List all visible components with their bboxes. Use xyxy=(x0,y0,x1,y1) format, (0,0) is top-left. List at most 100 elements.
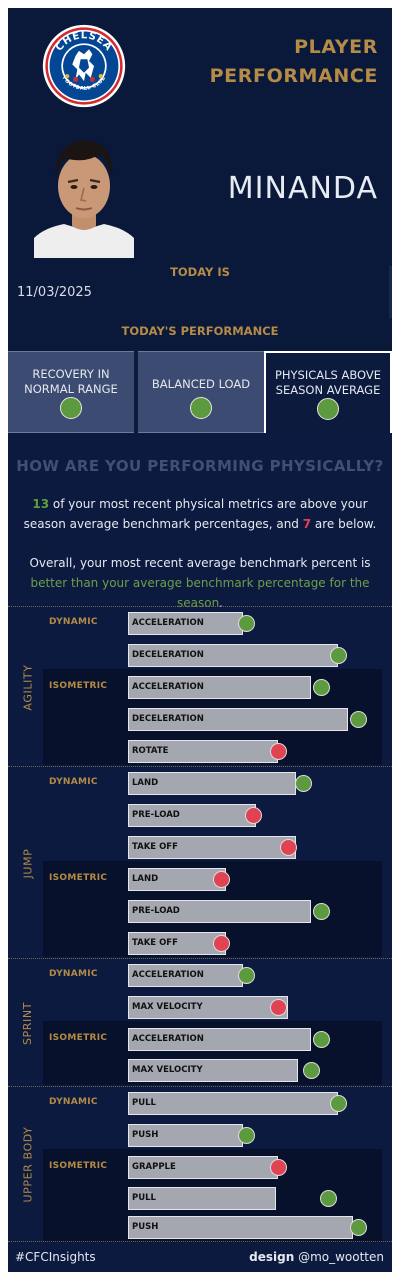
status-cards: RECOVERY IN NORMAL RANGE BALANCED LOAD P… xyxy=(8,351,392,433)
below-count: 7 xyxy=(302,517,312,531)
metric-bar[interactable]: TAKE OFF xyxy=(128,932,226,955)
card-recovery[interactable]: RECOVERY IN NORMAL RANGE xyxy=(8,351,134,433)
group-label: UPPER BODY xyxy=(21,1126,35,1203)
category-label: DYNAMIC xyxy=(49,969,98,979)
status-dot-icon xyxy=(313,1031,330,1048)
metric-bar[interactable]: PUSH xyxy=(128,1216,353,1239)
status-dot-icon xyxy=(190,397,212,419)
footer: #CFCInsights design @mo_wootten xyxy=(8,1241,392,1272)
overall-highlight: better than your average benchmark perce… xyxy=(30,576,370,610)
metric-bar[interactable]: PULL xyxy=(128,1092,338,1115)
group-label: AGILITY xyxy=(21,663,35,711)
status-dot-icon xyxy=(303,1062,320,1079)
group-agility: AGILITY DYNAMIC ISOMETRIC ACCELERATION D… xyxy=(8,606,392,766)
metric-label: PULL xyxy=(132,1193,156,1203)
category-label: ISOMETRIC xyxy=(49,1161,108,1171)
chelsea-crest-icon: CHELSEA FOOTBALL CLUB xyxy=(42,24,126,108)
card-label: RECOVERY IN NORMAL RANGE xyxy=(24,367,118,396)
metric-label: ROTATE xyxy=(132,746,169,756)
summary-counts: 13 of your most recent physical metrics … xyxy=(23,497,377,531)
group-sprint: SPRINT DYNAMIC ISOMETRIC ACCELERATION MA… xyxy=(8,958,392,1086)
status-dot-icon xyxy=(213,871,230,888)
status-dot-icon xyxy=(295,775,312,792)
hashtag-link[interactable]: #CFCInsights xyxy=(15,1250,96,1264)
metric-bar[interactable]: ACCELERATION xyxy=(128,964,243,987)
status-dot-icon xyxy=(270,743,287,760)
metric-label: ACCELERATION xyxy=(132,682,204,692)
status-dot-icon xyxy=(270,999,287,1016)
metric-label: PULL xyxy=(132,1098,156,1108)
category-label: ISOMETRIC xyxy=(49,681,108,691)
metric-label: PRE-LOAD xyxy=(132,810,180,820)
status-dot-icon xyxy=(313,679,330,696)
metric-bar[interactable]: MAX VELOCITY xyxy=(128,1059,298,1082)
metric-bar[interactable]: LAND xyxy=(128,772,296,795)
above-count: 13 xyxy=(32,497,50,511)
section-title: HOW ARE YOU PERFORMING PHYSICALLY? xyxy=(16,457,384,475)
metric-label: DECELERATION xyxy=(132,714,204,724)
metric-bar[interactable]: ACCELERATION xyxy=(128,1028,311,1051)
metric-bar[interactable]: PRE-LOAD xyxy=(128,804,256,827)
player-header: CHELSEA FOOTBALL CLUB PLAYER PERFORMANCE xyxy=(8,8,392,351)
metric-label: PRE-LOAD xyxy=(132,906,180,916)
card-label: BALANCED LOAD xyxy=(151,377,251,391)
status-dot-icon xyxy=(238,967,255,984)
status-dot-icon xyxy=(317,398,339,420)
author-handle-link[interactable]: @mo_wootten xyxy=(294,1250,384,1264)
metric-label: PUSH xyxy=(132,1222,159,1232)
metric-bar[interactable]: ROTATE xyxy=(128,740,278,763)
current-date: 11/03/2025 xyxy=(17,285,92,300)
group-jump: JUMP DYNAMIC ISOMETRIC LAND PRE-LOAD TAK… xyxy=(8,766,392,958)
status-dot-icon xyxy=(280,839,297,856)
metric-label: MAX VELOCITY xyxy=(132,1065,203,1075)
metric-label: GRAPPLE xyxy=(132,1162,176,1172)
status-dot-icon xyxy=(60,397,82,419)
group-upper-body: UPPER BODY DYNAMIC ISOMETRIC PULL PUSH G… xyxy=(8,1086,392,1242)
metric-bar[interactable]: ACCELERATION xyxy=(128,612,243,635)
status-dot-icon xyxy=(320,1190,337,1207)
summary-overall: Overall, your most recent average benchm… xyxy=(29,556,371,610)
metric-bar[interactable]: LAND xyxy=(128,868,226,891)
metric-label: TAKE OFF xyxy=(132,938,178,948)
metric-bar[interactable]: DECELERATION xyxy=(128,644,338,667)
player-name: MINANDA xyxy=(227,171,378,206)
status-dot-icon xyxy=(350,711,367,728)
todays-performance-label: TODAY'S PERFORMANCE xyxy=(121,324,279,338)
dashboard-frame: CHELSEA FOOTBALL CLUB PLAYER PERFORMANCE xyxy=(8,8,392,1272)
metric-bar[interactable]: PULL xyxy=(128,1187,276,1210)
metric-bar[interactable]: PUSH xyxy=(128,1124,243,1147)
metric-label: ACCELERATION xyxy=(132,970,204,980)
today-label: TODAY IS xyxy=(170,265,230,279)
status-dot-icon xyxy=(213,935,230,952)
metric-bar[interactable]: MAX VELOCITY xyxy=(128,996,288,1019)
metric-label: ACCELERATION xyxy=(132,618,204,628)
status-dot-icon xyxy=(238,1127,255,1144)
metric-label: LAND xyxy=(132,874,159,884)
card-physicals[interactable]: PHYSICALS ABOVE SEASON AVERAGE xyxy=(264,351,392,433)
metric-label: LAND xyxy=(132,778,159,788)
category-label: DYNAMIC xyxy=(49,1097,98,1107)
status-dot-icon xyxy=(330,1095,347,1112)
status-dot-icon xyxy=(330,647,347,664)
metric-label: PUSH xyxy=(132,1130,159,1140)
card-balanced-load[interactable]: BALANCED LOAD xyxy=(138,351,264,433)
status-dot-icon xyxy=(350,1219,367,1236)
category-label: DYNAMIC xyxy=(49,617,98,627)
design-credit: design @mo_wootten xyxy=(249,1250,384,1264)
metric-bar[interactable]: ACCELERATION xyxy=(128,676,311,699)
metric-label: ACCELERATION xyxy=(132,1034,204,1044)
group-label: SPRINT xyxy=(21,1001,35,1045)
metric-label: DECELERATION xyxy=(132,650,204,660)
page-title: PLAYER PERFORMANCE xyxy=(209,36,378,87)
status-dot-icon xyxy=(245,807,262,824)
player-avatar xyxy=(34,140,134,258)
card-label: PHYSICALS ABOVE SEASON AVERAGE xyxy=(274,368,382,397)
metric-bar[interactable]: GRAPPLE xyxy=(128,1156,278,1179)
metric-bar[interactable]: DECELERATION xyxy=(128,708,348,731)
category-label: ISOMETRIC xyxy=(49,1033,108,1043)
status-dot-icon xyxy=(313,903,330,920)
date-divider xyxy=(389,266,392,318)
status-dot-icon xyxy=(238,615,255,632)
metric-bar[interactable]: PRE-LOAD xyxy=(128,900,311,923)
metric-bar[interactable]: TAKE OFF xyxy=(128,836,296,859)
